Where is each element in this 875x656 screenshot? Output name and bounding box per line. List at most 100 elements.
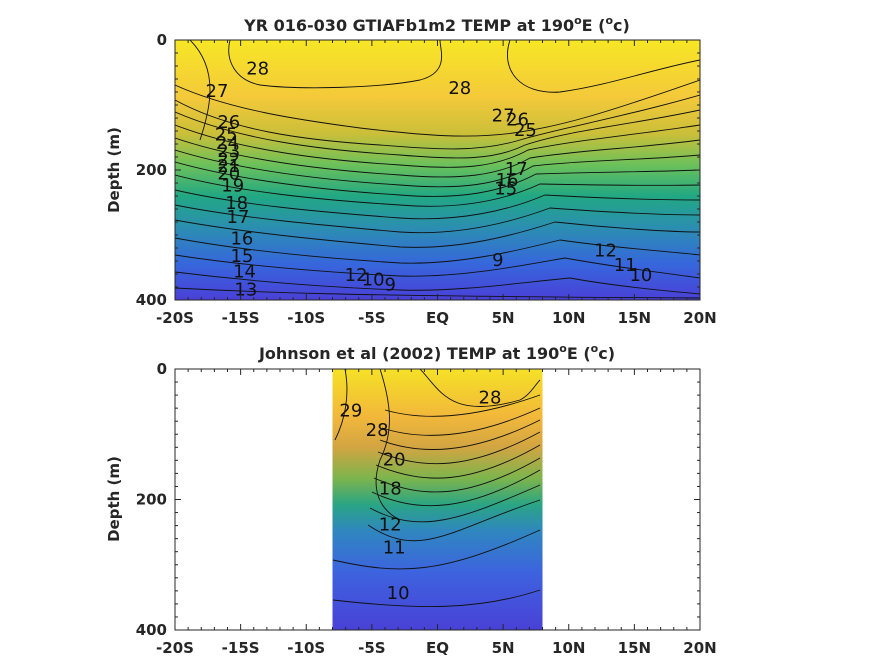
contour-label: 18 <box>379 479 402 500</box>
contour-lines <box>175 40 700 299</box>
chart-panel-2: Johnson et al (2002) TEMP at 190oE (oc) … <box>105 342 717 656</box>
contour-line <box>175 189 700 220</box>
x-tick-label: -5S <box>358 309 385 327</box>
contour-label: 20 <box>383 449 406 470</box>
x-tick-label: -15S <box>222 309 260 327</box>
contour-label: 23 <box>217 141 240 162</box>
contour-line <box>332 529 541 570</box>
contour-label: 10 <box>629 265 652 286</box>
contour-line <box>175 204 700 234</box>
contour-line <box>384 394 541 417</box>
contour-label: 10 <box>387 583 410 604</box>
x-tick-label: -10S <box>287 639 325 656</box>
contour-line <box>334 369 348 441</box>
contour-label: 12 <box>345 265 368 286</box>
x-tick-label: EQ <box>426 309 449 327</box>
contour-line <box>507 40 700 93</box>
contour-line <box>175 109 700 159</box>
contour-label: 22 <box>217 149 240 170</box>
contour-line <box>175 254 700 279</box>
contour-lines <box>332 369 541 608</box>
contour-label: 12 <box>379 515 402 536</box>
contour-line <box>175 237 700 264</box>
contour-label: 19 <box>221 175 244 196</box>
contour-label: 28 <box>246 58 269 79</box>
x-tick-label: -20S <box>156 639 194 656</box>
contour-label: 25 <box>215 125 238 146</box>
contour-label: 27 <box>492 106 515 127</box>
contour-line <box>377 431 541 465</box>
contour-label: 27 <box>206 81 229 102</box>
y-tick-label: 0 <box>157 31 167 49</box>
contour-label: 10 <box>362 270 385 291</box>
contour-label: 15 <box>494 179 517 200</box>
contour-line <box>175 174 700 207</box>
chart-panel-1: YR 016-030 GTIAFb1m2 TEMP at 190oE (oc) … <box>105 14 717 327</box>
y-tick-label: 400 <box>136 621 167 639</box>
x-tick-label: 5N <box>492 639 515 656</box>
contour-label: 17 <box>227 207 250 228</box>
contour-line <box>175 219 700 248</box>
y-axis-label-1: Depth (m) <box>105 127 123 213</box>
contour-line <box>228 40 442 89</box>
y-tick-label: 200 <box>136 161 167 179</box>
contour-line <box>175 124 700 168</box>
contour-label: 14 <box>233 262 256 283</box>
contour-label: 20 <box>217 164 240 185</box>
contour-line <box>419 369 541 407</box>
x-tick-label: 15N <box>618 639 651 656</box>
x-tick-label: 10N <box>552 639 585 656</box>
contour-label: 18 <box>225 193 248 214</box>
contour-line <box>367 499 541 542</box>
contour-line <box>371 469 541 507</box>
contour-label: 21 <box>217 156 240 177</box>
contour-line <box>175 287 700 299</box>
chart-title-2: Johnson et al (2002) TEMP at 190oE (oc) <box>258 342 615 363</box>
contour-label: 26 <box>506 110 529 131</box>
x-tick-label: 20N <box>683 309 716 327</box>
contour-line <box>175 149 700 188</box>
chart-title-1: YR 016-030 GTIAFb1m2 TEMP at 190oE (oc) <box>243 14 630 35</box>
contour-label: 28 <box>366 420 389 441</box>
contour-label: 11 <box>614 255 637 276</box>
contour-label: 26 <box>217 112 240 133</box>
contour-line <box>375 444 541 479</box>
contour-label: 28 <box>479 387 502 408</box>
contour-label: 28 <box>448 78 471 99</box>
x-tick-label: 20N <box>683 639 716 656</box>
x-tick-label: 5N <box>492 309 515 327</box>
x-tick-label: -5S <box>358 639 385 656</box>
contour-label: 12 <box>594 240 617 261</box>
contour-line <box>379 419 541 450</box>
contour-line <box>175 137 700 178</box>
contour-label: 15 <box>230 246 253 267</box>
contour-label: 25 <box>514 120 537 141</box>
y-axis-label-2: Depth (m) <box>105 456 123 542</box>
contour-line <box>375 369 401 521</box>
contour-line <box>175 94 700 150</box>
contour-line <box>175 79 700 137</box>
x-tick-label: -15S <box>222 639 260 656</box>
contour-label: 16 <box>496 170 519 191</box>
contour-label: 9 <box>492 250 503 271</box>
y-tick-label: 200 <box>136 491 167 509</box>
contour-line <box>373 457 541 493</box>
contour-line <box>381 407 541 436</box>
contour-line <box>369 484 541 523</box>
contour-label: 17 <box>505 159 528 180</box>
x-tick-label: 15N <box>618 309 651 327</box>
contour-line <box>175 161 700 197</box>
x-tick-label: 10N <box>552 309 585 327</box>
x-tick-label: -20S <box>156 309 194 327</box>
contour-line <box>189 40 211 141</box>
contour-label: 24 <box>216 133 239 154</box>
heatmap-field <box>332 369 543 630</box>
contour-label: 16 <box>230 229 253 250</box>
plot-area-1: 2827262524232221201918171615141328272625… <box>136 31 717 327</box>
contour-line <box>332 589 541 608</box>
contour-label: 11 <box>383 537 406 558</box>
x-tick-label: EQ <box>426 639 449 656</box>
contour-label: 29 <box>339 400 362 421</box>
